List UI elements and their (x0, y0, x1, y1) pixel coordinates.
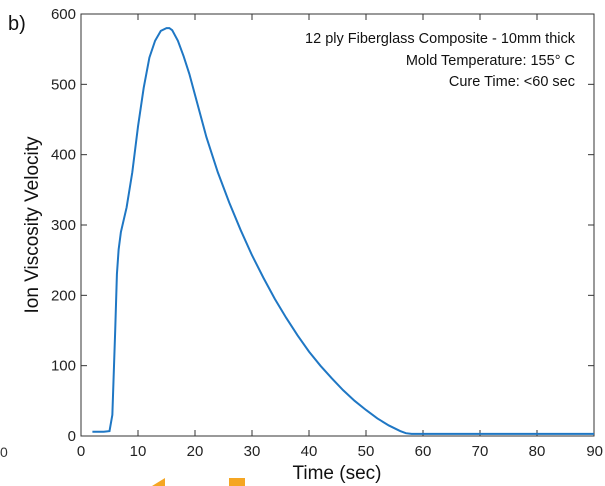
x-tick-label: 30 (244, 443, 261, 460)
y-tick-label: 400 (51, 147, 76, 164)
panel-label: b) (8, 13, 26, 35)
x-tick-label: 60 (415, 443, 432, 460)
y-axis-title: Ion Viscosity Velocity (22, 136, 43, 314)
x-tick-label: 10 (130, 443, 147, 460)
x-tick-label: 80 (529, 443, 546, 460)
y-axis: 0 100 200 300 400 500 600 (51, 6, 594, 445)
left-edge-tick-label: 0 (0, 444, 8, 460)
orange-square-fragment (229, 478, 245, 486)
annotation-mold-temp: Mold Temperature: 155° C (406, 53, 575, 69)
y-tick-label: 100 (51, 358, 76, 375)
x-tick-label: 0 (77, 443, 85, 460)
x-tick-label: 50 (358, 443, 375, 460)
x-tick-label: 70 (472, 443, 489, 460)
orange-arrow-fragment (152, 478, 165, 486)
x-tick-label: 40 (301, 443, 318, 460)
x-axis: 0 10 20 30 40 50 60 70 80 90 (77, 14, 603, 460)
series-line (92, 27, 594, 435)
y-tick-label: 600 (51, 6, 76, 23)
annotation-cure-time: Cure Time: <60 sec (449, 74, 575, 90)
annotation-material: 12 ply Fiberglass Composite - 10mm thick (305, 31, 576, 47)
y-tick-label: 300 (51, 217, 76, 234)
y-tick-label: 200 (51, 287, 76, 304)
x-tick-label: 90 (586, 443, 603, 460)
y-tick-label: 500 (51, 76, 76, 93)
y-tick-label: 0 (68, 428, 76, 445)
x-tick-label: 20 (187, 443, 204, 460)
x-axis-title: Time (sec) (292, 463, 381, 484)
